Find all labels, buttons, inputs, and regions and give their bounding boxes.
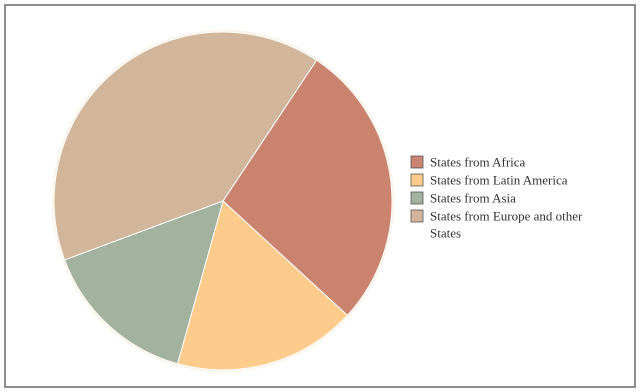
legend-swatch-2 — [410, 173, 424, 187]
legend-label-1: States from Africa — [430, 155, 526, 170]
legend-label-3: States from Asia — [430, 191, 516, 206]
pie-slice-1[interactable] — [222, 59, 393, 317]
pie-slices — [52, 30, 394, 372]
pie-slice-4[interactable] — [53, 31, 318, 261]
legend-label-2: States from Latin America — [430, 173, 568, 188]
pie-slice-3[interactable] — [63, 200, 224, 365]
pie-slice-2[interactable] — [176, 200, 349, 371]
legend-swatch-1 — [410, 155, 424, 169]
legend: States from Africa States from Latin Amer… — [410, 155, 583, 241]
legend-swatch-3 — [410, 191, 424, 205]
legend-label-4: States from Europe and other States — [430, 209, 583, 241]
pie-outline — [52, 30, 394, 372]
legend-swatch-4 — [410, 209, 424, 223]
